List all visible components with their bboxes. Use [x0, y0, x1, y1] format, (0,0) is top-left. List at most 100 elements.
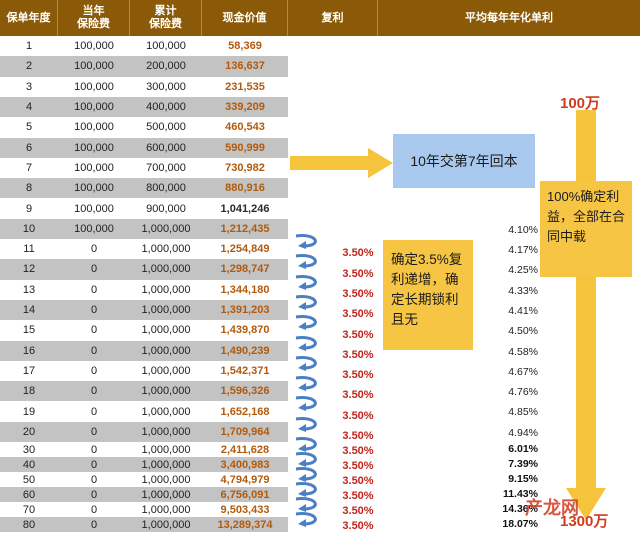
swirl-arrowhead [298, 403, 306, 412]
table-row: 4 100,000 400,000 339,209 [0, 96, 288, 118]
cash-value-cell: 58,369 [228, 40, 262, 53]
table-row: 13 0 1,000,000 1,344,180 [0, 280, 288, 300]
avg-simple-rate: 18.07% [502, 518, 538, 530]
swirl-arrowhead [298, 474, 306, 482]
cumulative-cell: 800,000 [146, 182, 186, 195]
swirl-curve [295, 315, 317, 329]
avg-simple-rate: 4.76% [508, 386, 538, 399]
cash-value-cell: 136,637 [225, 60, 265, 73]
cash-value-cell: 1,041,246 [220, 202, 270, 215]
swirl-arrow-icon [295, 294, 317, 310]
premium-cell: 100,000 [74, 161, 114, 174]
swirl-arrowhead [298, 444, 306, 452]
cash-value-cell: 13,289,374 [217, 518, 273, 531]
premium-cell: 100,000 [74, 121, 114, 134]
header-year: 保单年度 [0, 0, 58, 36]
cumulative-cell: 1,000,000 [141, 503, 191, 516]
compound-rate: 3.50% [342, 287, 374, 300]
premium-cell: 100,000 [74, 40, 114, 53]
cumulative-cell: 600,000 [146, 141, 186, 154]
swirl-arrow-icon [295, 355, 317, 371]
year-cell: 70 [22, 503, 36, 516]
avg-simple-rate: 4.67% [508, 365, 538, 378]
table-row: 2 100,000 200,000 136,637 [0, 56, 288, 77]
year-cell: 7 [25, 161, 33, 174]
cash-value-cell: 1,254,849 [220, 243, 270, 256]
compound-rate: 3.50% [342, 430, 374, 442]
cash-value-cell: 1,490,239 [220, 344, 270, 357]
year-cell: 19 [22, 405, 36, 418]
cumulative-cell: 1,000,000 [141, 304, 191, 317]
swirl-arrowhead [298, 241, 306, 249]
premium-cell: 0 [90, 425, 98, 438]
table-row: 40 0 1,000,000 3,400,983 [0, 457, 288, 472]
compound-rate: 3.50% [342, 267, 374, 280]
year-cell: 15 [22, 324, 36, 337]
premium-cell: 0 [90, 263, 98, 276]
cumulative-cell: 1,000,000 [141, 488, 191, 501]
swirl-arrowhead [298, 342, 306, 351]
bottom-amount-label: 1300万 [560, 513, 609, 530]
avg-simple-rate: 4.85% [508, 406, 538, 419]
premium-cell: 0 [90, 458, 98, 471]
cumulative-cell: 1,000,000 [141, 443, 191, 456]
table-row: 8 100,000 800,000 880,916 [0, 178, 288, 199]
header-cumulative: 累计 保险费 [130, 0, 202, 36]
table-row: 17 0 1,000,000 1,542,371 [0, 361, 288, 381]
table-row: 3 100,000 300,000 231,535 [0, 77, 288, 97]
year-cell: 9 [25, 202, 33, 215]
cumulative-cell: 900,000 [146, 202, 186, 215]
cumulative-cell: 1,000,000 [141, 243, 191, 256]
compound-rate: 3.50% [342, 490, 374, 502]
swirl-arrowhead [298, 423, 306, 432]
year-cell: 14 [22, 304, 36, 317]
table-row: 50 0 1,000,000 4,794,979 [0, 472, 288, 487]
cumulative-cell: 1,000,000 [141, 458, 191, 471]
header-avg-simple: 平均每年年化单利 [465, 11, 553, 24]
cumulative-cell: 1,000,000 [141, 425, 191, 438]
compound-rate: 3.50% [342, 328, 374, 341]
compound-rate: 3.50% [342, 348, 374, 361]
premium-cell: 0 [90, 405, 98, 418]
swirl-arrow-icon [295, 416, 317, 432]
premium-cell: 0 [90, 518, 98, 531]
table-row: 20 0 1,000,000 1,709,964 [0, 421, 288, 442]
premium-cell: 0 [90, 304, 98, 317]
swirl-arrowhead [298, 383, 306, 392]
avg-simple-rate: 14.36% [502, 503, 538, 515]
premium-cell: 0 [90, 473, 98, 486]
swirl-arrow-icon [295, 376, 317, 392]
swirl-arrowhead [298, 322, 306, 331]
compound-rate: 3.50% [342, 460, 374, 472]
avg-simple-rate: 4.17% [508, 244, 538, 256]
table-row: 80 0 1,000,000 13,289,374 [0, 517, 288, 532]
table-row: 15 0 1,000,000 1,439,870 [0, 320, 288, 340]
year-cell: 13 [22, 283, 36, 296]
year-cell: 2 [25, 60, 33, 73]
compound-rate: 3.50% [342, 308, 374, 321]
swirl-arrow-icon [295, 467, 317, 482]
avg-simple-rate: 4.50% [508, 325, 538, 338]
year-cell: 10 [22, 222, 36, 235]
swirl-arrow-icon [295, 512, 317, 527]
year-cell: 6 [25, 141, 33, 154]
cumulative-cell: 1,000,000 [141, 344, 191, 357]
year-cell: 20 [22, 425, 36, 438]
table-header: 保单年度 当年 保险费 累计 保险费 现金价值 复利 平均每年年化单利 [0, 0, 640, 36]
cumulative-cell: 1,000,000 [141, 385, 191, 398]
avg-simple-rate: 4.58% [508, 345, 538, 358]
avg-simple-rate: 4.10% [508, 223, 538, 236]
swirl-arrow-icon [295, 274, 317, 290]
swirl-curve [295, 294, 317, 309]
cash-value-cell: 1,542,371 [220, 364, 270, 377]
compound-rate: 3.50% [342, 445, 374, 457]
avg-simple-rate: 4.25% [508, 264, 538, 277]
premium-cell: 100,000 [74, 182, 114, 195]
swirl-curve [295, 512, 317, 526]
year-cell: 40 [22, 458, 36, 471]
year-cell: 12 [22, 263, 36, 276]
table-row: 70 0 1,000,000 9,503,433 [0, 502, 288, 517]
swirl-curve [295, 376, 317, 390]
cumulative-cell: 1,000,000 [141, 405, 191, 418]
swirl-arrowhead [298, 519, 306, 527]
